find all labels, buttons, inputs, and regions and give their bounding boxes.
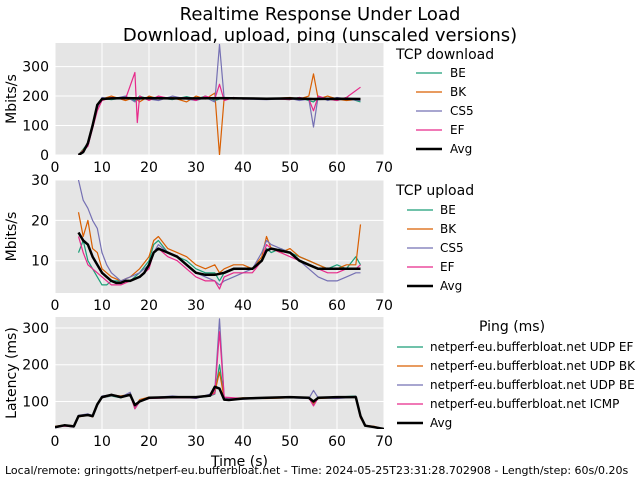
chart-footer: Local/remote: gringotts/netperf-eu.buffe… [5,464,628,477]
chart-title: Realtime Response Under Load [180,4,461,25]
legend-entry: BK [450,85,467,99]
x-tick-label: 30 [187,160,205,176]
x-tick-label: 40 [234,434,252,450]
panel-2: 0 10 20 30 40 50 60 70 10 20 30 Mbits/s TCP upload BE… [4,173,474,314]
series-group [55,318,384,429]
y-tick-label: 200 [22,358,49,374]
series-group [77,43,361,155]
x-tick-label: 30 [187,298,205,314]
series-line-avg [77,96,361,155]
x-tick-label: 70 [375,434,393,450]
y-tick-label: 100 [22,119,49,135]
legend-entry: BK [440,222,457,236]
legend-entry: netperf-eu.bufferbloat.net ICMP [430,397,619,411]
legend-entry: netperf-eu.bufferbloat.net UDP BK [430,359,636,373]
x-tick-label: 50 [281,434,299,450]
legend-title: TCP upload [395,183,474,199]
y-tick-label: 100 [22,394,49,410]
x-tick-label: 30 [187,434,205,450]
legend-entry: EF [440,260,455,274]
x-tick-label: 60 [328,160,346,176]
x-tick-label: 0 [51,434,60,450]
y-tick-label: 10 [31,254,49,270]
series-line-avg [55,385,384,429]
x-tick-label: 50 [281,160,299,176]
legend-title: Ping (ms) [479,319,545,335]
x-tick-label: 10 [93,160,111,176]
y-axis-label: Mbits/s [4,74,20,124]
legend-entry: netperf-eu.bufferbloat.net UDP EF [430,340,633,354]
x-tick-label: 40 [234,298,252,314]
x-tick-label: 0 [51,298,60,314]
chart-subtitle: Download, upload, ping (unscaled version… [123,25,517,46]
series-line-bk [77,212,362,282]
x-tick-label: 60 [328,434,346,450]
y-tick-label: 300 [22,321,49,337]
legend-entry: BE [450,66,466,80]
y-axis-label: Mbits/s [4,212,20,262]
legend-entry: Avg [430,416,452,430]
x-tick-label: 50 [281,298,299,314]
y-axis-label: Latency (ms) [4,327,20,419]
y-tick-label: 0 [40,148,49,164]
x-tick-label: 20 [140,160,158,176]
legend-entry: CS5 [450,104,474,118]
x-tick-label: 70 [375,298,393,314]
series-line-avg [77,231,361,285]
series-line-cs5 [77,180,361,286]
legend-entry: BE [440,203,456,217]
x-tick-label: 10 [93,298,111,314]
y-tick-label: 30 [31,173,49,189]
series-group [77,180,362,290]
y-tick-label: 300 [22,60,49,76]
legend-entry: Avg [450,142,472,156]
x-axis-label: Time (s) [210,454,268,470]
legend-title: TCP download [395,47,494,63]
x-tick-label: 40 [234,160,252,176]
x-tick-label: 20 [140,434,158,450]
y-tick-label: 200 [22,89,49,105]
x-tick-label: 70 [375,160,393,176]
legend-entry: EF [450,123,465,137]
x-tick-label: 60 [328,298,346,314]
x-tick-label: 10 [93,434,111,450]
x-tick-label: 0 [51,160,60,176]
legend-entry: CS5 [440,241,464,255]
y-tick-label: 20 [31,213,49,229]
x-tick-label: 20 [140,298,158,314]
legend-entry: Avg [440,279,462,293]
legend-entry: netperf-eu.bufferbloat.net UDP BE [430,378,635,392]
